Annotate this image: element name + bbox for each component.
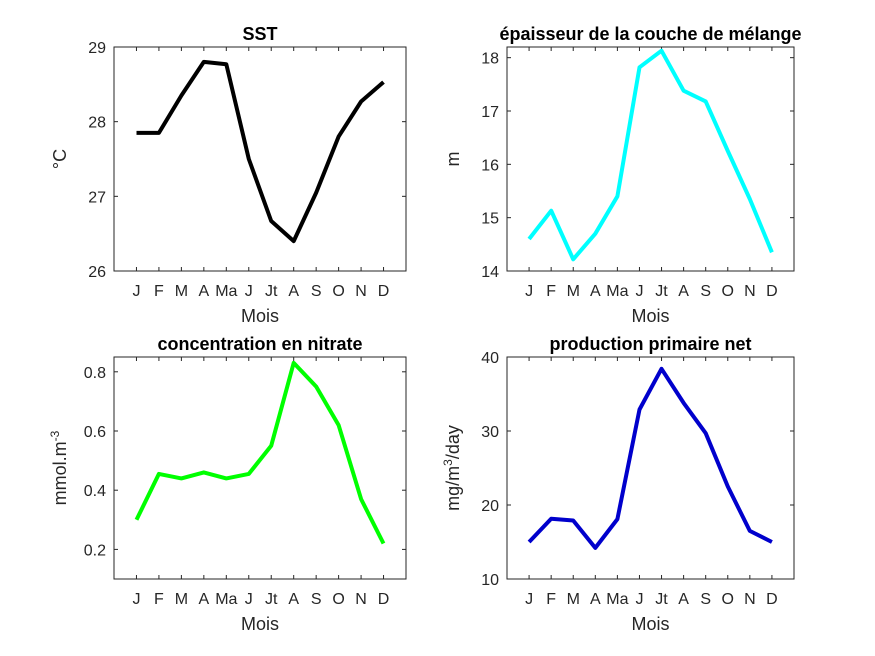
mld-xtick-label: F (546, 283, 556, 300)
sst-xtick-label: J (245, 283, 253, 300)
npp-xtick-label: S (700, 591, 711, 608)
npp-xtick-label: J (525, 591, 533, 608)
npp-ytick-label: 30 (481, 424, 499, 441)
nitrate-xtick-label: A (288, 591, 299, 608)
npp-axes-frame (506, 356, 795, 580)
npp-xtick-label: Ma (606, 591, 628, 608)
mld-xtick-label: M (567, 283, 580, 300)
nitrate-xtick-label: J (245, 591, 253, 608)
sst-xtick-label: J (132, 283, 140, 300)
npp-xtick-label: D (766, 591, 778, 608)
nitrate-xtick-label: O (332, 591, 344, 608)
nitrate-ylabel: mmol.m-3 (48, 430, 70, 505)
mld-xtick-label: A (590, 283, 601, 300)
mld-xtick-label: D (766, 283, 778, 300)
mld-ytick-label: 16 (481, 157, 499, 174)
nitrate-xtick-label: D (378, 591, 390, 608)
npp-xtick-label: N (744, 591, 756, 608)
mld-ytick-label: 17 (481, 104, 499, 121)
nitrate-ytick-label: 0.4 (84, 483, 106, 500)
mld-xtick-label: Jt (655, 283, 668, 300)
nitrate-series-line (134, 360, 386, 545)
nitrate-xtick-label: A (199, 591, 210, 608)
mld-axes-frame (506, 46, 795, 272)
sst-xtick-label: O (332, 283, 344, 300)
nitrate-xtick-label: F (154, 591, 164, 608)
npp-xtick-label: J (635, 591, 643, 608)
mld-xtick-label: N (744, 283, 756, 300)
mld-series-line (527, 48, 774, 262)
sst-title: SST (242, 24, 277, 44)
sst-xtick-label: S (311, 283, 322, 300)
nitrate-axes-frame (113, 356, 407, 580)
npp-xtick-label: A (590, 591, 601, 608)
mld-xtick-label: Ma (606, 283, 628, 300)
sst-xtick-label: N (355, 283, 367, 300)
npp-xtick-label: M (567, 591, 580, 608)
sst-ytick-label: 28 (88, 115, 106, 132)
nitrate-xtick-label: Ma (215, 591, 237, 608)
npp-title: production primaire net (549, 334, 751, 354)
nitrate-panel: 0.20.40.60.8J F M A Ma J Jt A S O N Dconcentration … (48, 334, 407, 634)
mld-xtick-label: S (700, 283, 711, 300)
npp-xtick-label: F (546, 591, 556, 608)
sst-axes-frame (113, 46, 407, 272)
nitrate-xlabel: Mois (241, 614, 279, 634)
mld-xtick-label: J (635, 283, 643, 300)
mld-xlabel: Mois (631, 306, 669, 326)
sst-xtick-label: A (199, 283, 210, 300)
sst-xtick-label: M (175, 283, 188, 300)
sst-ytick-label: 27 (88, 189, 106, 206)
sst-ytick-label: 26 (88, 264, 106, 281)
npp-ytick-label: 10 (481, 572, 499, 589)
mld-ytick-label: 18 (481, 51, 499, 68)
nitrate-xtick-label: M (175, 591, 188, 608)
npp-xtick-label: A (678, 591, 689, 608)
nitrate-xtick-label: S (311, 591, 322, 608)
nitrate-title: concentration en nitrate (157, 334, 362, 354)
mld-xtick-label: A (678, 283, 689, 300)
nitrate-xtick-label: Jt (265, 591, 278, 608)
npp-xlabel: Mois (631, 614, 669, 634)
nitrate-xtick-label: J (132, 591, 140, 608)
npp-ylabel: mg/m3/day (441, 425, 463, 511)
npp-ytick-label: 40 (481, 350, 499, 367)
mld-xtick-label: J (525, 283, 533, 300)
nitrate-xtick-label: N (355, 591, 367, 608)
sst-xtick-label: D (378, 283, 390, 300)
npp-xtick-label: Jt (655, 591, 668, 608)
mld-ytick-label: 14 (481, 264, 499, 281)
sst-series-line (136, 59, 385, 244)
sst-xlabel: Mois (241, 306, 279, 326)
mld-ylabel: m (443, 152, 463, 167)
sst-ylabel: °C (50, 149, 70, 169)
mld-title: épaisseur de la couche de mélange (499, 24, 801, 44)
sst-ytick-label: 29 (88, 40, 106, 57)
mld-xtick-label: O (722, 283, 734, 300)
sst-xtick-label: Jt (265, 283, 278, 300)
nitrate-ytick-label: 0.2 (84, 542, 106, 559)
nitrate-ytick-label: 0.6 (84, 424, 106, 441)
sst-xtick-label: F (154, 283, 164, 300)
mld-ytick-label: 15 (481, 211, 499, 228)
sst-xtick-label: A (288, 283, 299, 300)
npp-xtick-label: O (722, 591, 734, 608)
npp-ytick-label: 20 (481, 498, 499, 515)
npp-series-line (527, 366, 773, 550)
sst-xtick-label: Ma (215, 283, 237, 300)
nitrate-ytick-label: 0.8 (84, 365, 106, 382)
